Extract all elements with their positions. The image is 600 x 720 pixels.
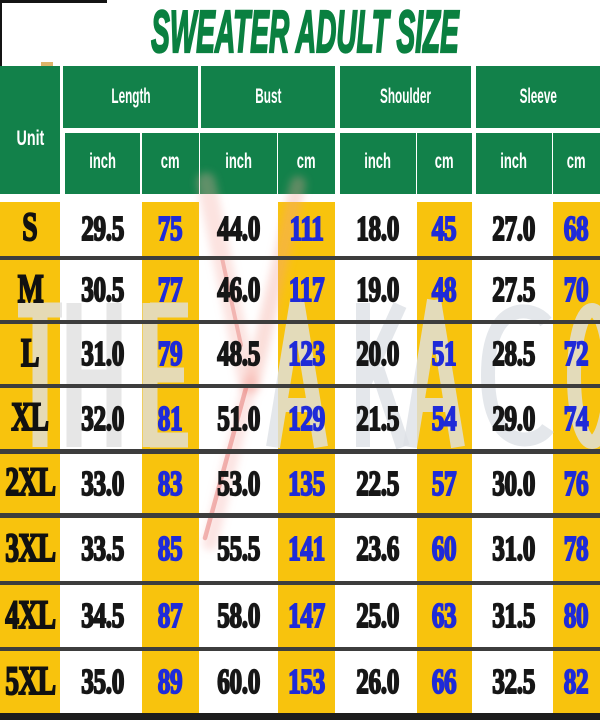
svg-text:SWEATER ADULT SIZE: SWEATER ADULT SIZE — [151, 0, 459, 65]
